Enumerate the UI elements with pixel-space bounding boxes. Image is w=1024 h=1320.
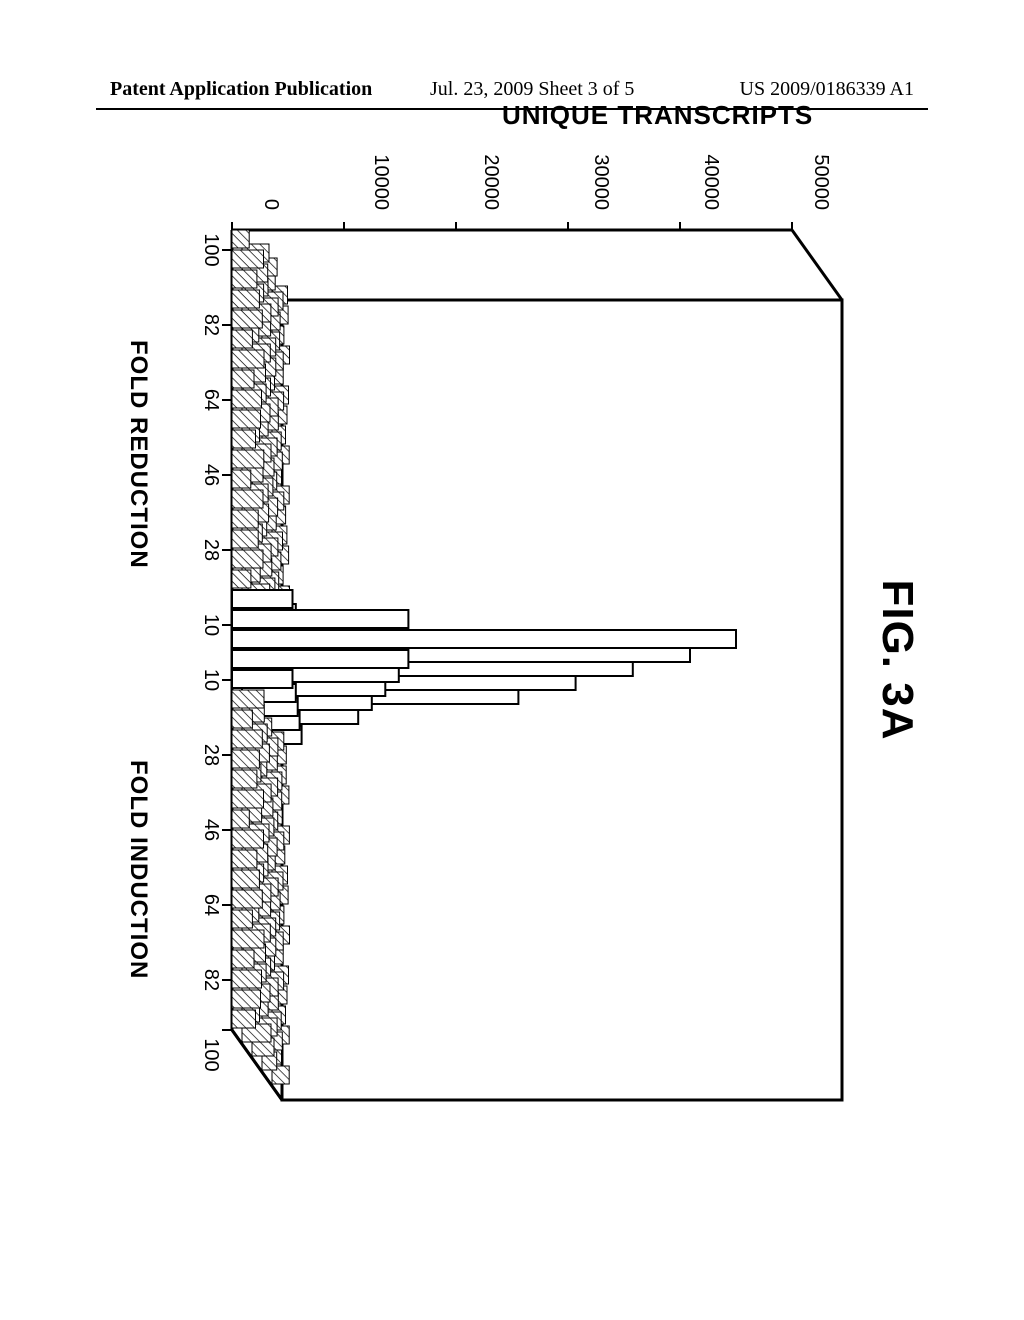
bar	[232, 310, 262, 328]
x-axis-label-right: FOLD INDUCTION	[124, 760, 152, 979]
bar	[232, 790, 264, 808]
bar	[232, 510, 258, 528]
bar	[232, 1010, 256, 1028]
bar	[232, 450, 264, 468]
bar	[232, 430, 256, 448]
bar	[232, 410, 261, 428]
bar	[232, 890, 262, 908]
bar	[232, 570, 251, 588]
bar	[232, 690, 264, 708]
bar	[232, 370, 254, 388]
bar	[232, 990, 261, 1008]
bar	[232, 630, 736, 648]
bar	[232, 470, 251, 488]
bar	[232, 270, 257, 288]
bar	[232, 970, 262, 988]
bar	[232, 250, 264, 268]
bar	[232, 590, 293, 608]
bar	[232, 750, 259, 768]
bar	[232, 670, 293, 688]
bar	[232, 530, 258, 548]
figure-title: FIG. 3A	[872, 110, 922, 1210]
bar	[232, 290, 259, 308]
bar	[232, 550, 263, 568]
header-right: US 2009/0186339 A1	[740, 78, 914, 101]
page: Patent Application Publication Jul. 23, …	[0, 0, 1024, 1320]
bar	[232, 950, 254, 968]
bar	[232, 830, 264, 848]
bar	[232, 930, 264, 948]
bar	[232, 810, 249, 828]
bars-group	[232, 230, 736, 1086]
bar	[232, 490, 263, 508]
bar	[232, 230, 249, 248]
bar-row	[232, 230, 736, 1030]
header-center: Jul. 23, 2009 Sheet 3 of 5	[430, 78, 634, 101]
bar	[232, 770, 257, 788]
bar	[232, 650, 408, 668]
figure: FIG. 3A UNIQUE TRANSCRIPTS FOLD REDUCTIO…	[102, 110, 922, 1210]
bar	[232, 390, 262, 408]
bar	[232, 730, 262, 748]
bar	[232, 850, 257, 868]
bar	[232, 350, 264, 368]
bar	[232, 870, 259, 888]
y-axis-label: UNIQUE TRANSCRIPTS	[502, 100, 813, 131]
bar	[232, 330, 252, 348]
bar	[232, 610, 408, 628]
figure-container: FIG. 3A UNIQUE TRANSCRIPTS FOLD REDUCTIO…	[102, 110, 922, 1210]
chart-svg	[182, 150, 862, 1170]
header-left: Patent Application Publication	[110, 78, 372, 101]
bar	[232, 710, 252, 728]
bar	[232, 910, 252, 928]
x-axis-label-left: FOLD REDUCTION	[124, 340, 152, 569]
